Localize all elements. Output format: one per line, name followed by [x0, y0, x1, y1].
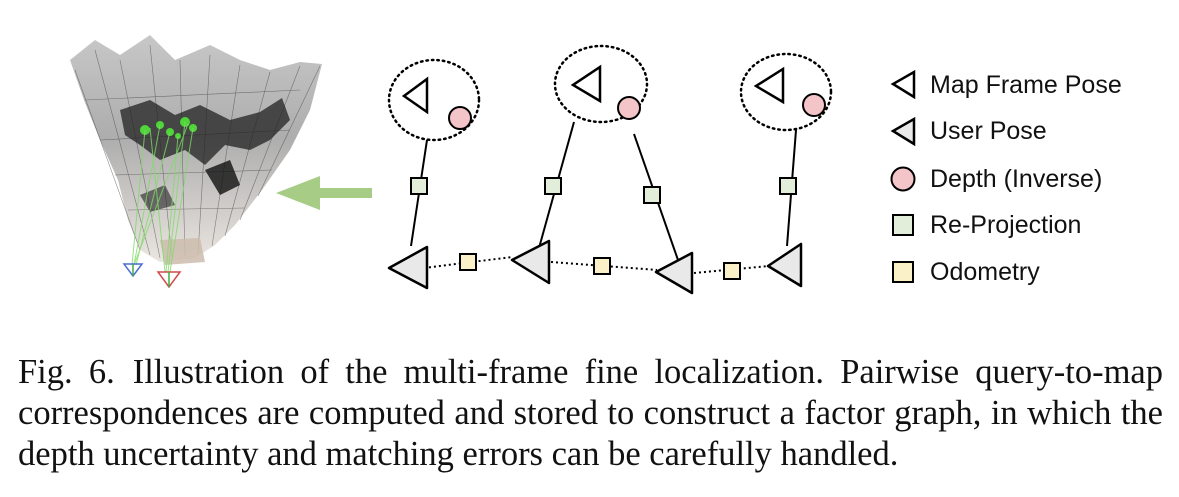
depth-node [802, 93, 826, 117]
legend-user-pose-icon [890, 116, 916, 147]
map-frame-cluster-1 [387, 58, 481, 142]
legend-re-projection-icon [892, 214, 914, 236]
legend-map-frame-pose-label: Map Frame Pose [930, 71, 1122, 99]
user-pose-marker [510, 239, 551, 285]
depth-node [617, 96, 641, 120]
factor-graph-figure: Map Frame Pose User Pose Depth (Inverse)… [70, 35, 1122, 295]
user-poses [387, 239, 803, 295]
depth-node [448, 106, 472, 130]
legend-odometry-label: Odometry [930, 258, 1040, 286]
legend: Map Frame Pose User Pose Depth (Inverse)… [890, 69, 1122, 286]
map-frame-pose-marker [570, 64, 602, 104]
point-cloud-image [70, 35, 322, 289]
legend-odometry-icon [892, 261, 914, 283]
user-pose-marker [654, 251, 694, 295]
legend-map-frame-pose-icon [890, 69, 916, 100]
odometry-factors [459, 253, 741, 280]
map-frame-pose-marker [753, 66, 785, 105]
re-projection-factors [410, 177, 797, 204]
graph-edges [410, 121, 797, 261]
legend-depth-label: Depth (Inverse) [930, 165, 1102, 193]
legend-re-projection-label: Re-Projection [930, 211, 1081, 239]
user-pose-marker [766, 242, 803, 288]
legend-user-pose-label: User Pose [930, 117, 1047, 145]
map-frame-cluster-3 [739, 52, 833, 132]
legend-depth-icon [890, 166, 916, 192]
caption-text: Illustration of the multi-frame fine loc… [18, 353, 1163, 473]
user-pose-marker [387, 245, 429, 290]
direction-arrow [276, 176, 372, 210]
figure-caption: Fig. 6. Illustration of the multi-frame f… [18, 352, 1163, 475]
figure-number: Fig. 6. [18, 353, 115, 391]
map-frame-pose-marker [401, 76, 429, 115]
map-frame-cluster-2 [553, 44, 649, 124]
